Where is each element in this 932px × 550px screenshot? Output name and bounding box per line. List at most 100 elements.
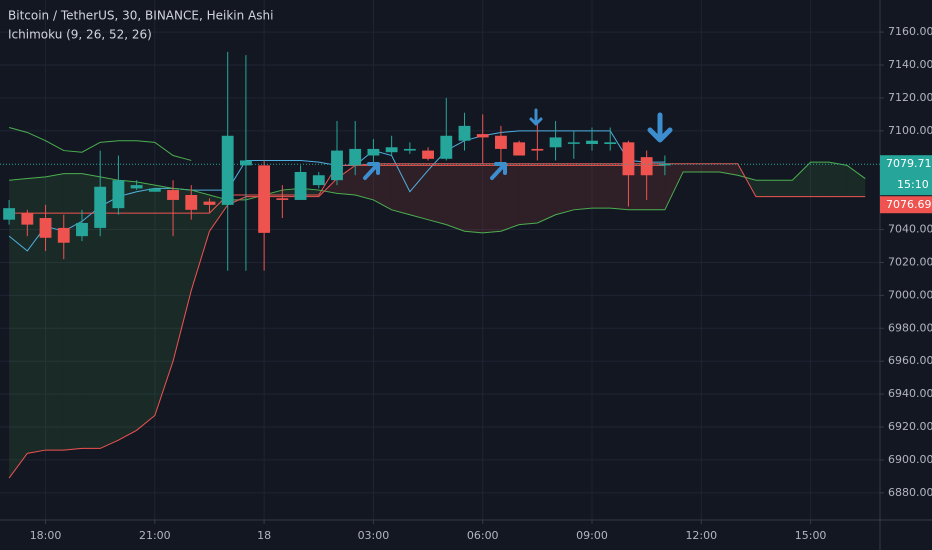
candle-body bbox=[658, 163, 671, 166]
cloud-segment bbox=[464, 163, 483, 233]
candle-body bbox=[221, 135, 234, 205]
candle-body bbox=[422, 150, 434, 159]
candle-body bbox=[130, 185, 143, 189]
cloud-segment bbox=[828, 162, 848, 197]
x-tick-label: 18 bbox=[257, 529, 271, 542]
cloud-segment bbox=[847, 165, 866, 197]
candle-body bbox=[549, 137, 562, 148]
candle-body bbox=[458, 125, 471, 141]
cloud-segment bbox=[100, 176, 119, 449]
candle-body bbox=[367, 148, 380, 156]
candle-body bbox=[112, 180, 125, 209]
candle-body bbox=[94, 186, 107, 228]
chart-title: Bitcoin / TetherUS, 30, BINANCE, Heikin … bbox=[8, 9, 273, 23]
candle-body bbox=[185, 195, 198, 210]
x-tick-label: 21:00 bbox=[139, 529, 171, 542]
cloud-segment bbox=[664, 163, 684, 210]
cloud-segment bbox=[755, 180, 775, 197]
cloud-segment bbox=[118, 180, 137, 441]
candle-body bbox=[57, 227, 70, 243]
candle-body bbox=[495, 135, 507, 149]
cloud-segment bbox=[63, 173, 82, 451]
y-tick-label: 7100.00 bbox=[888, 124, 932, 137]
candle-body bbox=[586, 140, 598, 144]
candle-body bbox=[39, 218, 52, 238]
cloud-segment bbox=[336, 165, 356, 195]
cloud-segment bbox=[737, 163, 756, 197]
candle-body bbox=[148, 188, 161, 192]
cloud-segment bbox=[500, 163, 520, 232]
indicator-line bbox=[8, 127, 192, 161]
candle-body bbox=[604, 142, 617, 144]
arrow-down bbox=[647, 112, 673, 143]
y-tick-label: 7160.00 bbox=[888, 25, 932, 38]
cloud-segment bbox=[81, 173, 101, 449]
candle-body bbox=[3, 208, 16, 220]
y-tick-label: 7120.00 bbox=[888, 91, 932, 104]
candle-body bbox=[76, 222, 88, 237]
y-tick-label: 6980.00 bbox=[888, 321, 932, 334]
cloud-segment bbox=[191, 190, 210, 291]
candle-body bbox=[513, 142, 526, 156]
x-tick-label: 12:00 bbox=[685, 529, 717, 542]
y-tick-label: 6960.00 bbox=[888, 354, 932, 367]
cloud-segment bbox=[701, 163, 720, 172]
cloud-segment bbox=[45, 173, 64, 451]
candle-body bbox=[294, 171, 307, 200]
cloud-segment bbox=[154, 185, 174, 416]
cloud-segment bbox=[555, 163, 574, 215]
candle-body bbox=[349, 148, 362, 166]
x-tick-label: 06:00 bbox=[467, 529, 499, 542]
last-price-badge bbox=[880, 155, 932, 196]
cloud-segment bbox=[173, 188, 192, 362]
candle-body bbox=[21, 213, 34, 225]
candle-body bbox=[276, 198, 289, 200]
cloud-segment bbox=[810, 162, 829, 197]
indicator-line bbox=[9, 161, 866, 234]
y-tick-label: 6880.00 bbox=[888, 486, 932, 499]
arrow-down bbox=[529, 108, 543, 126]
candle-body bbox=[239, 160, 252, 166]
candles bbox=[3, 51, 671, 271]
kijun-price-label: 7076.69 bbox=[886, 198, 932, 211]
x-tick-label: 15:00 bbox=[795, 529, 827, 542]
candle-body bbox=[403, 148, 416, 151]
cloud-segment bbox=[9, 178, 28, 479]
cloud-segment bbox=[482, 163, 501, 233]
candle-body bbox=[440, 135, 453, 159]
candle-body bbox=[567, 142, 580, 144]
countdown-label: 15:10 bbox=[897, 178, 929, 191]
candle-body bbox=[167, 190, 179, 200]
cloud-segment bbox=[27, 176, 46, 454]
candle-body bbox=[531, 148, 544, 151]
kijun-price-badge bbox=[880, 196, 932, 214]
candle-body bbox=[476, 134, 489, 138]
candle-body bbox=[331, 150, 343, 181]
cloud-segment bbox=[537, 163, 556, 223]
arrow-up-right bbox=[490, 162, 507, 180]
x-tick-label: 09:00 bbox=[576, 529, 608, 542]
last-price-label: 7079.71 bbox=[886, 157, 932, 170]
cloud-segment bbox=[573, 163, 593, 210]
indicator-legend: Ichimoku (9, 26, 52, 26) bbox=[8, 28, 152, 42]
y-tick-label: 7140.00 bbox=[888, 58, 932, 71]
candle-body bbox=[203, 201, 216, 205]
cloud-segment bbox=[409, 163, 429, 220]
cloud-segment bbox=[373, 163, 392, 210]
cloud-segment bbox=[519, 163, 538, 225]
candle-body bbox=[385, 147, 398, 153]
cloud-segment bbox=[792, 162, 811, 197]
candle-body bbox=[622, 142, 635, 176]
x-tick-label: 03:00 bbox=[358, 529, 390, 542]
y-tick-label: 7000.00 bbox=[888, 288, 932, 301]
cloud-segment bbox=[774, 180, 793, 197]
cloud-segment bbox=[446, 163, 465, 232]
candle-body bbox=[640, 157, 653, 176]
cloud-segment bbox=[391, 163, 410, 215]
candle-body bbox=[312, 175, 325, 186]
grid bbox=[0, 0, 880, 520]
cloud-segment bbox=[428, 163, 447, 225]
x-tick-label: 18:00 bbox=[30, 529, 62, 542]
cloud bbox=[9, 162, 866, 479]
